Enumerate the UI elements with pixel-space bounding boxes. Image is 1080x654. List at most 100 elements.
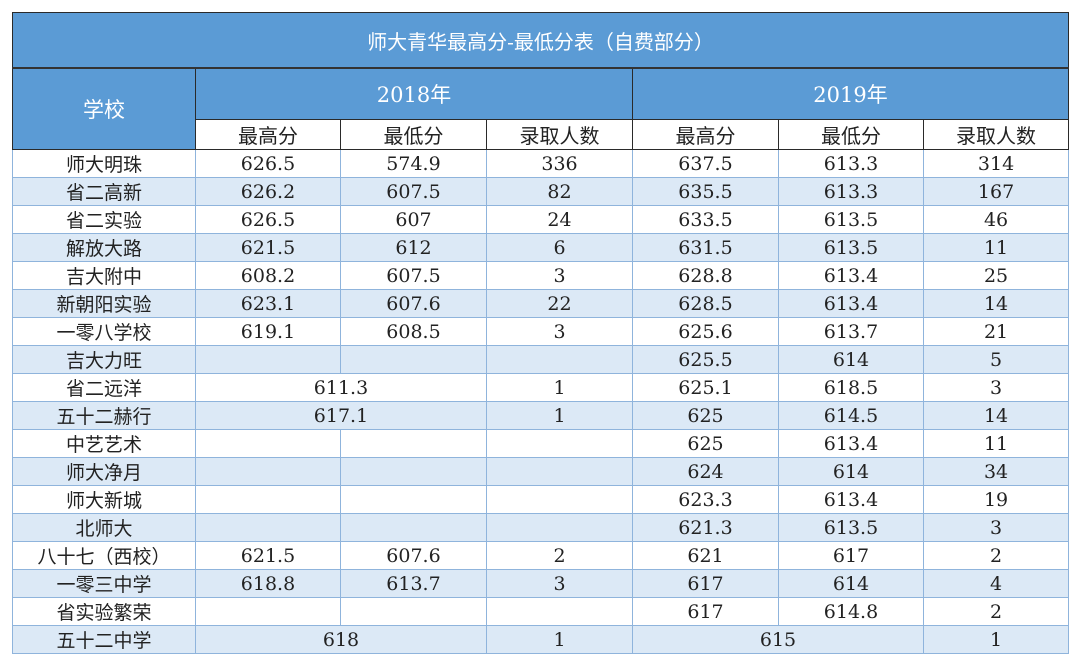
table-row: 五十二中学 618 1 615 1 — [12, 625, 1070, 654]
score-cell: 617 — [632, 569, 779, 598]
score-cell: 614.8 — [778, 597, 924, 626]
score-cell: 3 — [922, 513, 1070, 542]
score-cell: 625 — [632, 429, 779, 458]
score-cell: 623.3 — [632, 485, 779, 514]
score-cell: 2 — [486, 541, 633, 570]
score-cell: 613.7 — [778, 317, 924, 346]
score-cell — [195, 345, 341, 374]
score-cell: 613.3 — [778, 177, 924, 206]
table-row: 吉大附中 608.2 607.5 3 628.8 613.4 25 — [12, 261, 1070, 290]
score-cell: 34 — [922, 457, 1070, 486]
school-name: 省二远洋 — [12, 373, 196, 402]
score-cell: 617 — [778, 541, 924, 570]
score-cell — [486, 345, 633, 374]
school-name: 吉大附中 — [12, 261, 196, 290]
score-cell: 613.4 — [778, 261, 924, 290]
table-row: 北师大 621.3 613.5 3 — [12, 513, 1070, 542]
score-cell: 11 — [922, 429, 1070, 458]
score-cell: 625.5 — [632, 345, 779, 374]
score-cell: 613.3 — [778, 149, 924, 178]
score-cell: 621.3 — [632, 513, 779, 542]
table-row: 师大明珠 626.5 574.9 336 637.5 613.3 314 — [12, 149, 1070, 178]
score-cell — [340, 513, 487, 542]
score-cell: 1 — [486, 625, 633, 654]
score-cell: 6 — [486, 233, 633, 262]
score-cell: 621.5 — [195, 541, 341, 570]
score-cell: 5 — [922, 345, 1070, 374]
score-cell — [486, 457, 633, 486]
school-name: 新朝阳实验 — [12, 289, 196, 318]
school-name: 一零八学校 — [12, 317, 196, 346]
school-name: 中艺艺术 — [12, 429, 196, 458]
score-cell: 3 — [486, 261, 633, 290]
score-cell — [340, 485, 487, 514]
score-cell: 82 — [486, 177, 633, 206]
score-cell — [340, 597, 487, 626]
score-cell: 613.5 — [778, 513, 924, 542]
score-cell: 314 — [922, 149, 1070, 178]
table-row: 师大新城 623.3 613.4 19 — [12, 485, 1070, 514]
table-row: 省二实验 626.5 607 24 633.5 613.5 46 — [12, 205, 1070, 234]
table-body: 师大明珠 626.5 574.9 336 637.5 613.3 314 省二高新 626.2 6… — [12, 149, 1070, 654]
school-header: 学校 — [12, 67, 196, 150]
score-cell: 4 — [922, 569, 1070, 598]
score-cell: 14 — [922, 289, 1070, 318]
school-name: 一零三中学 — [12, 569, 196, 598]
score-cell: 607.5 — [340, 177, 487, 206]
score-cell: 1 — [922, 625, 1070, 654]
score-cell: 617 — [632, 597, 779, 626]
score-cell: 613.7 — [340, 569, 487, 598]
score-cell: 625.6 — [632, 317, 779, 346]
score-cell: 574.9 — [340, 149, 487, 178]
score-cell: 628.8 — [632, 261, 779, 290]
col-header: 录取人数 — [922, 119, 1070, 150]
school-name: 五十二中学 — [12, 625, 196, 654]
col-header: 最高分 — [632, 119, 779, 150]
score-cell: 613.4 — [778, 485, 924, 514]
score-cell: 3 — [486, 569, 633, 598]
score-cell: 2 — [922, 541, 1070, 570]
score-cell: 624 — [632, 457, 779, 486]
score-cell: 3 — [922, 373, 1070, 402]
score-cell: 618.5 — [778, 373, 924, 402]
school-name: 省二高新 — [12, 177, 196, 206]
table-row: 一零三中学 618.8 613.7 3 617 614 4 — [12, 569, 1070, 598]
score-cell: 1 — [486, 373, 633, 402]
col-header: 录取人数 — [486, 119, 633, 150]
school-name: 解放大路 — [12, 233, 196, 262]
score-cell: 25 — [922, 261, 1070, 290]
school-name: 五十二赫行 — [12, 401, 196, 430]
score-cell — [486, 597, 633, 626]
score-cell: 637.5 — [632, 149, 779, 178]
score-cell: 613.5 — [778, 205, 924, 234]
score-cell: 336 — [486, 149, 633, 178]
score-cell: 612 — [340, 233, 487, 262]
school-name: 省二实验 — [12, 205, 196, 234]
col-header: 最高分 — [195, 119, 341, 150]
score-cell: 618.8 — [195, 569, 341, 598]
school-name: 师大净月 — [12, 457, 196, 486]
score-cell: 607.6 — [340, 289, 487, 318]
score-cell: 618 — [195, 625, 487, 654]
score-cell: 621.5 — [195, 233, 341, 262]
score-cell: 614 — [778, 457, 924, 486]
score-cell: 613.4 — [778, 289, 924, 318]
score-cell: 1 — [486, 401, 633, 430]
score-cell: 613.4 — [778, 429, 924, 458]
score-cell — [195, 597, 341, 626]
score-cell: 19 — [922, 485, 1070, 514]
table-row: 省实验繁荣 617 614.8 2 — [12, 597, 1070, 626]
table-row: 五十二赫行 617.1 1 625 614.5 14 — [12, 401, 1070, 430]
col-header: 最低分 — [778, 119, 924, 150]
score-cell: 626.2 — [195, 177, 341, 206]
score-cell: 24 — [486, 205, 633, 234]
score-cell — [486, 429, 633, 458]
table-row: 师大净月 624 614 34 — [12, 457, 1070, 486]
table-row: 一零八学校 619.1 608.5 3 625.6 613.7 21 — [12, 317, 1070, 346]
table-row: 新朝阳实验 623.1 607.6 22 628.5 613.4 14 — [12, 289, 1070, 318]
score-cell: 46 — [922, 205, 1070, 234]
table-row: 八十七（西校） 621.5 607.6 2 621 617 2 — [12, 541, 1070, 570]
score-cell: 631.5 — [632, 233, 779, 262]
table-row: 中艺艺术 625 613.4 11 — [12, 429, 1070, 458]
col-header: 最低分 — [340, 119, 487, 150]
